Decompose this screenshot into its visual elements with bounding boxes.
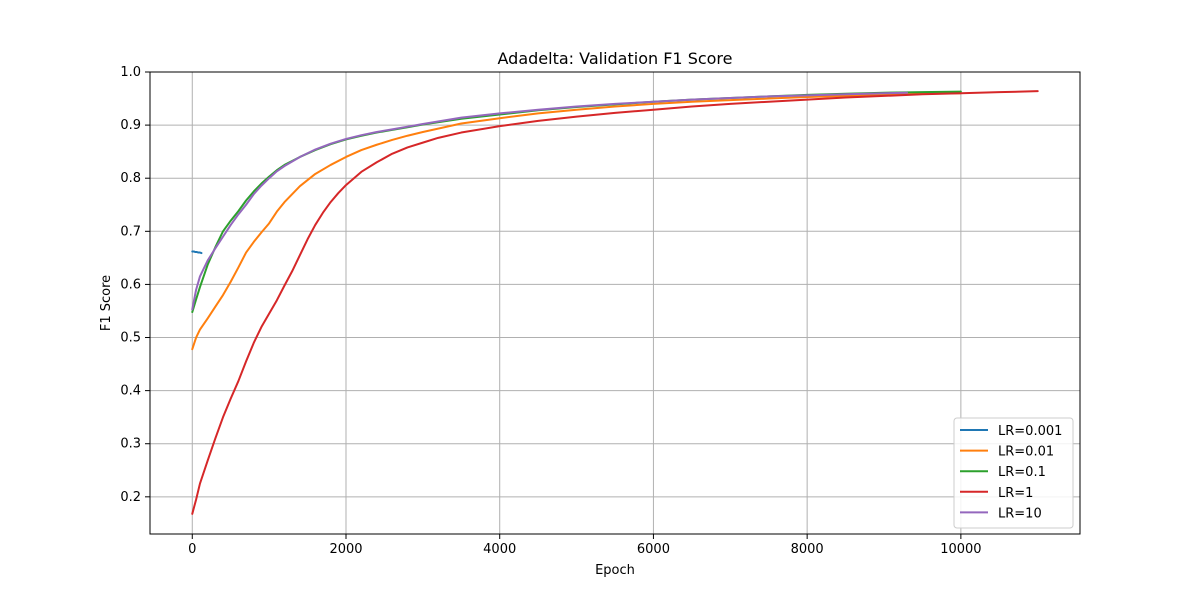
y-tick-label: 0.5: [120, 331, 141, 346]
plot-frame: [149, 71, 1081, 535]
x-axis-ticks: 0 2000 4000 6000 8000 10000: [188, 534, 982, 557]
legend-label: LR=10: [998, 506, 1042, 521]
y-tick-label: 0.6: [120, 277, 141, 292]
y-axis-label: F1 Score: [99, 275, 114, 331]
y-tick-label: 0.9: [120, 118, 141, 133]
legend-box: [953, 417, 1074, 529]
legend-label: LR=0.1: [998, 465, 1046, 480]
legend-items: LR=0.001 LR=0.01 LR=0.1 LR=1 LR=10: [960, 424, 1062, 521]
x-tick-label: 4000: [483, 542, 516, 557]
x-tick-label: 2000: [329, 542, 362, 557]
legend-label: LR=0.01: [998, 445, 1054, 460]
legend-label: LR=1: [998, 486, 1033, 501]
y-axis-ticks: 0.2 0.3 0.4 0.5 0.6 0.7 0.8 0.9 1.0: [120, 65, 150, 505]
legend-label: LR=0.001: [998, 424, 1062, 439]
y-tick-label: 0.8: [120, 171, 141, 186]
series-line-lr-1: [191, 90, 1039, 515]
y-tick-label: 1.0: [120, 65, 141, 80]
x-axis-label: Epoch: [595, 563, 635, 578]
series-lines: [191, 90, 1039, 515]
x-tick-label: 8000: [791, 542, 824, 557]
x-tick-label: 10000: [940, 542, 981, 557]
series-line-lr-0-01: [191, 92, 962, 351]
series-line-lr-10: [191, 91, 909, 311]
x-tick-label: 6000: [637, 542, 670, 557]
x-tick-label: 0: [188, 542, 196, 557]
legend: LR=0.001 LR=0.01 LR=0.1 LR=1 LR=10: [953, 417, 1074, 529]
y-tick-label: 0.4: [120, 384, 141, 399]
series-line-lr-0-001: [191, 250, 203, 255]
y-tick-label: 0.7: [120, 224, 141, 239]
y-tick-label: 0.3: [120, 437, 141, 452]
y-tick-label: 0.2: [120, 490, 141, 505]
chart-title: Adadelta: Validation F1 Score: [498, 49, 733, 68]
